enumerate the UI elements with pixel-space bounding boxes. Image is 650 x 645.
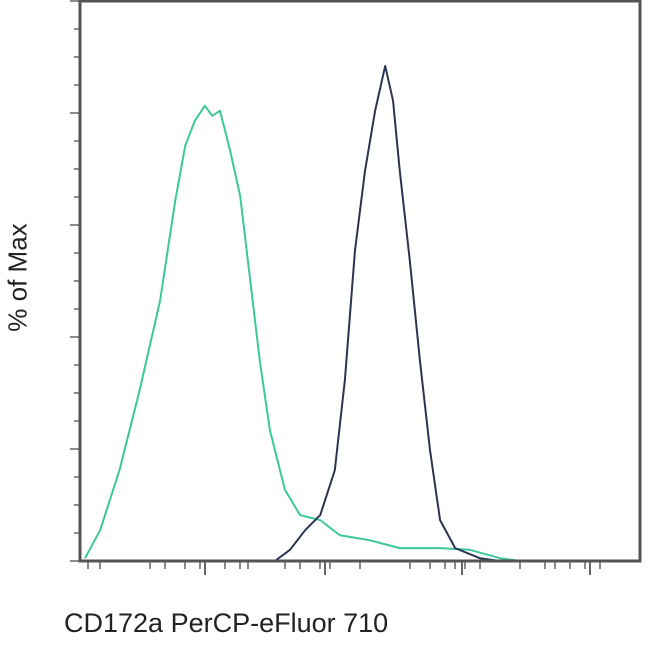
plot-frame [78,0,642,563]
x-axis-label: CD172a PerCP-eFluor 710 [64,608,389,638]
histogram-plot [70,0,642,575]
series-line-1 [84,104,521,562]
series-curves [84,64,521,562]
y-axis-label: % of Max [2,223,33,332]
axis-ticks [70,0,601,575]
series-line-2 [274,64,501,562]
